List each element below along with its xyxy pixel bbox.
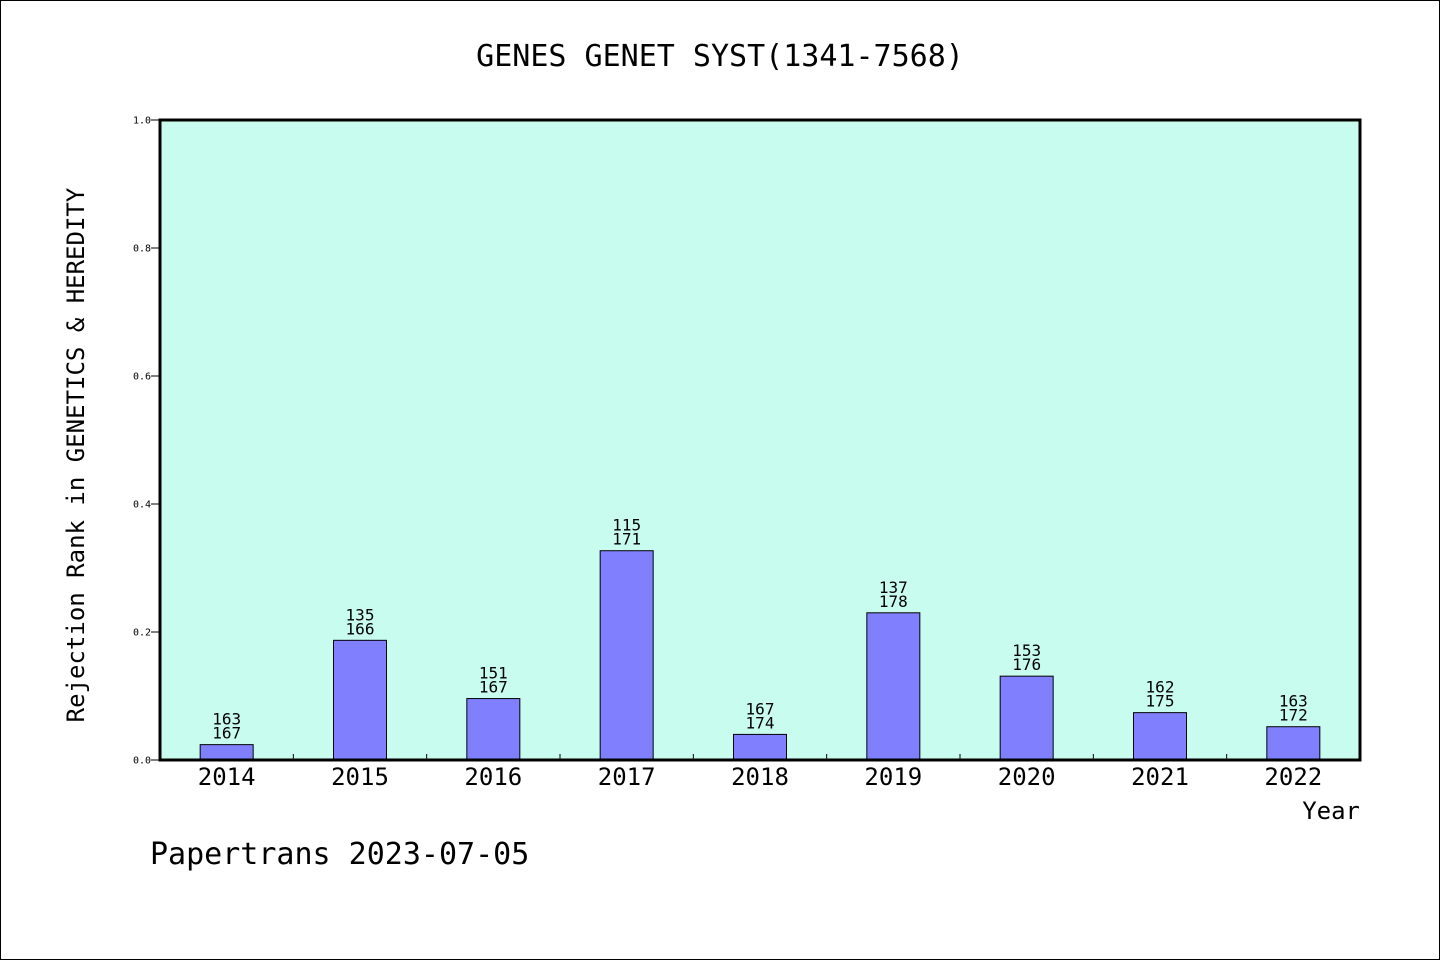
x-tick-label: 2014: [198, 763, 256, 791]
x-tick-label: 2021: [1131, 763, 1189, 791]
bar-labels: 1631671351661511671151711671741371781531…: [212, 516, 1308, 743]
bar-label-bottom: 178: [879, 592, 908, 611]
bar-2022: [1266, 726, 1321, 761]
x-tick-label: 2022: [1264, 763, 1322, 791]
bar-2017: [599, 550, 654, 761]
bar-label-top: 153: [1012, 641, 1041, 660]
bar-2020: [999, 675, 1054, 761]
y-axis-title: Rejection Rank in GENETICS & HEREDITY: [62, 187, 90, 722]
bar-2014: [199, 744, 254, 761]
bar-label-bottom: 167: [479, 678, 508, 697]
bar-label-top: 137: [879, 578, 908, 597]
plot-border: [158, 118, 1362, 762]
bar-2019: [866, 612, 921, 761]
bar-label-top: 162: [1146, 678, 1175, 697]
bar-label-bottom: 167: [212, 724, 241, 743]
chart-title: GENES GENET SYST(1341-7568): [476, 39, 964, 74]
x-tick-label: 2018: [731, 763, 789, 791]
bar-label-bottom: 174: [746, 713, 775, 732]
y-tick-label: 0.4: [133, 500, 151, 511]
bar-2015: [333, 639, 387, 761]
x-tick-label: 2015: [331, 763, 389, 791]
x-tick-label: 2020: [998, 763, 1056, 791]
bar-label-top: 163: [1279, 692, 1308, 711]
y-tick-label: 0.0: [133, 756, 151, 767]
bar-2018: [733, 733, 787, 761]
x-tick-label: 2019: [864, 763, 922, 791]
bar-label-bottom: 171: [612, 530, 641, 549]
y-tick-label: 1.0: [133, 116, 151, 127]
bar-label-bottom: 175: [1146, 692, 1175, 711]
bar-label-top: 135: [346, 605, 375, 624]
bar-label-top: 115: [612, 516, 641, 535]
x-tick-label: 2016: [464, 763, 522, 791]
bar-2021: [1133, 712, 1187, 761]
y-tick-label: 0.2: [133, 628, 151, 639]
y-axis: 0.0 0.2 0.4 0.6 0.8 1.0: [133, 116, 160, 767]
y-tick-label: 0.8: [133, 244, 151, 255]
bar-label-bottom: 166: [346, 619, 375, 638]
x-tick-label: 2017: [598, 763, 656, 791]
bar-label-bottom: 172: [1279, 706, 1308, 725]
footer-credit: Papertrans 2023-07-05: [150, 837, 529, 872]
bars: [199, 550, 1321, 761]
x-axis: 2014 2015 2016 2017 2018 2019 2020 2021 2022: [198, 754, 1322, 791]
bar-label-top: 151: [479, 664, 508, 683]
bar-label-top: 163: [212, 710, 241, 729]
bar-2016: [466, 698, 521, 761]
x-axis-title: Year: [1302, 797, 1360, 825]
bar-label-top: 167: [746, 699, 775, 718]
y-tick-label: 0.6: [133, 372, 151, 383]
bar-label-bottom: 176: [1012, 655, 1041, 674]
